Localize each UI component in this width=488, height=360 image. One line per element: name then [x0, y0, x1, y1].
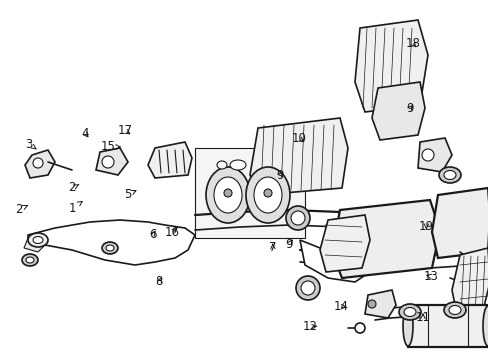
- Text: 14: 14: [333, 300, 348, 313]
- Polygon shape: [96, 148, 128, 175]
- Ellipse shape: [295, 276, 319, 300]
- Ellipse shape: [245, 167, 289, 223]
- Text: 5: 5: [124, 188, 136, 201]
- Circle shape: [33, 158, 43, 168]
- Text: 2: 2: [68, 181, 79, 194]
- Polygon shape: [249, 118, 347, 195]
- Text: 19: 19: [418, 220, 433, 233]
- Text: 17: 17: [117, 124, 132, 137]
- Text: 18: 18: [405, 37, 420, 50]
- Ellipse shape: [205, 167, 249, 223]
- Text: 9: 9: [275, 169, 283, 182]
- Text: 6: 6: [148, 228, 156, 241]
- Polygon shape: [431, 188, 488, 258]
- Text: 1: 1: [68, 202, 82, 215]
- Ellipse shape: [290, 211, 305, 225]
- Ellipse shape: [26, 257, 34, 263]
- Text: 7: 7: [268, 241, 276, 254]
- Polygon shape: [371, 82, 424, 140]
- Text: 15: 15: [101, 140, 120, 153]
- Text: 3: 3: [25, 138, 36, 150]
- Text: 9: 9: [405, 102, 413, 115]
- Text: 12: 12: [303, 320, 317, 333]
- Polygon shape: [25, 150, 55, 178]
- Ellipse shape: [482, 306, 488, 346]
- Ellipse shape: [33, 237, 43, 243]
- Circle shape: [102, 156, 114, 168]
- Circle shape: [367, 300, 375, 308]
- Text: 10: 10: [291, 132, 306, 145]
- Ellipse shape: [229, 160, 245, 170]
- Ellipse shape: [214, 177, 242, 213]
- Text: 4: 4: [81, 127, 89, 140]
- Text: 13: 13: [423, 270, 438, 283]
- Polygon shape: [451, 248, 488, 320]
- Ellipse shape: [403, 307, 415, 316]
- Ellipse shape: [443, 171, 455, 180]
- Bar: [407, 305, 487, 347]
- Text: 16: 16: [164, 226, 179, 239]
- Ellipse shape: [448, 306, 460, 315]
- Bar: [195, 148, 305, 238]
- Text: 8: 8: [155, 275, 163, 288]
- Ellipse shape: [106, 245, 114, 251]
- Text: 11: 11: [415, 311, 429, 324]
- Circle shape: [264, 189, 271, 197]
- Ellipse shape: [22, 254, 38, 266]
- Text: 9: 9: [285, 238, 293, 251]
- Ellipse shape: [402, 306, 412, 346]
- Ellipse shape: [28, 233, 48, 247]
- Polygon shape: [364, 290, 395, 318]
- Polygon shape: [148, 142, 192, 178]
- Polygon shape: [354, 20, 427, 112]
- Circle shape: [421, 149, 433, 161]
- Ellipse shape: [253, 177, 282, 213]
- Polygon shape: [24, 234, 48, 252]
- Ellipse shape: [398, 304, 420, 320]
- Text: 2: 2: [15, 203, 28, 216]
- Ellipse shape: [102, 242, 118, 254]
- Ellipse shape: [301, 281, 314, 295]
- Polygon shape: [28, 220, 195, 265]
- Circle shape: [354, 323, 364, 333]
- Ellipse shape: [438, 167, 460, 183]
- Ellipse shape: [217, 161, 226, 169]
- Polygon shape: [319, 215, 369, 272]
- Polygon shape: [331, 200, 439, 278]
- Circle shape: [224, 189, 231, 197]
- Polygon shape: [417, 138, 451, 172]
- Ellipse shape: [285, 206, 309, 230]
- Ellipse shape: [443, 302, 465, 318]
- Polygon shape: [299, 240, 369, 282]
